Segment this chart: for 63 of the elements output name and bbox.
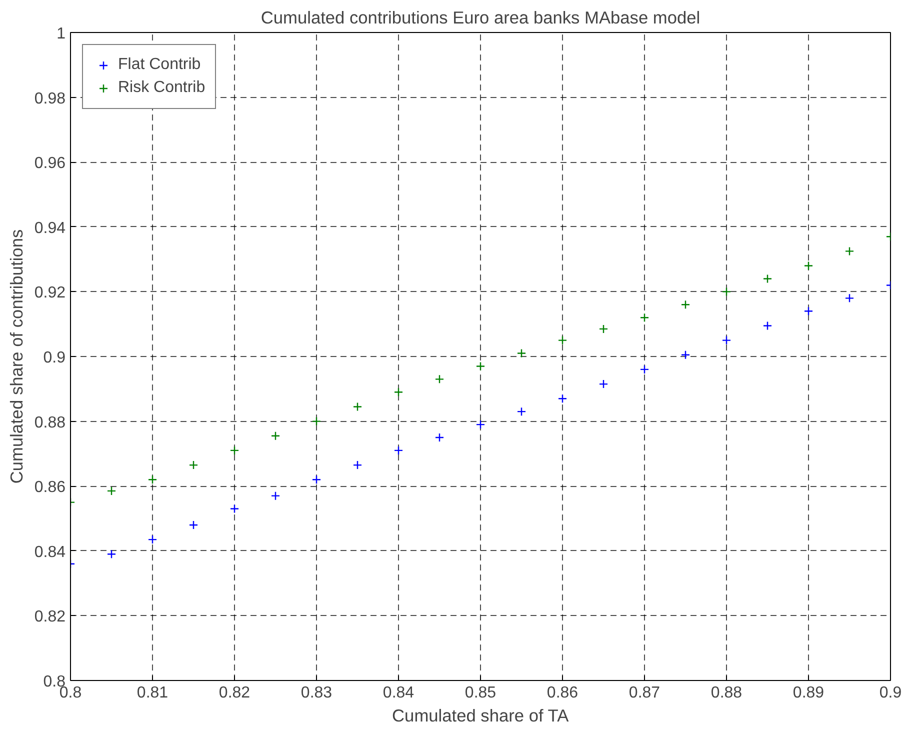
- x-tick-label: 0.81: [136, 684, 168, 702]
- x-tick-label: 0.86: [546, 684, 578, 702]
- point: [394, 388, 404, 397]
- point: [188, 520, 198, 530]
- point: [640, 364, 650, 374]
- y-tick-label: 1: [56, 26, 66, 42]
- point: [844, 294, 854, 303]
- point: [516, 406, 526, 416]
- y-tick-label: 0.86: [34, 479, 66, 496]
- x-tick-label: 0.82: [218, 684, 250, 702]
- x-tick-label: 0.9: [879, 684, 902, 702]
- legend-label: Risk Contrib: [118, 79, 206, 97]
- y-tick-label: 0.9: [43, 350, 66, 366]
- point: [598, 324, 608, 334]
- x-tick-label: 0.87: [628, 684, 660, 702]
- point: [516, 348, 526, 358]
- x-tick-label: 0.88: [710, 684, 742, 702]
- point: [188, 460, 198, 470]
- point: [804, 261, 814, 270]
- point: [434, 374, 444, 384]
- x-tick-label: 0.89: [792, 684, 824, 702]
- y-tick-label: 0.96: [34, 155, 66, 172]
- point: [230, 446, 240, 456]
- point: [394, 446, 404, 456]
- y-tick-label: 0.98: [34, 90, 66, 108]
- y-tick-label: 0.88: [34, 414, 66, 432]
- point: [598, 379, 608, 389]
- x-axis-title: Cumulated share of TA: [392, 706, 570, 726]
- x-tick-label: 0.85: [464, 684, 496, 702]
- point: [270, 491, 280, 500]
- x-tick-label: 0.84: [382, 684, 414, 702]
- point: [804, 306, 814, 316]
- point: [476, 362, 486, 371]
- point: [680, 350, 690, 360]
- point: [230, 504, 240, 514]
- point: [148, 534, 158, 544]
- point: [352, 460, 362, 470]
- point: [762, 274, 772, 284]
- point: [270, 431, 280, 440]
- y-axis-title: Cumulated share of contributions: [6, 229, 26, 484]
- point: [312, 475, 322, 484]
- y-tick-label: 0.82: [34, 608, 66, 626]
- y-tick-label: 0.92: [34, 284, 66, 302]
- point: [722, 336, 732, 345]
- point: [352, 402, 362, 412]
- point: [844, 246, 854, 256]
- point: [434, 432, 444, 442]
- x-tick-label: 0.83: [300, 684, 332, 702]
- y-tick-label: 0.84: [34, 544, 66, 561]
- point: [312, 416, 322, 426]
- point: [722, 287, 732, 296]
- point: [762, 321, 772, 330]
- point: [640, 313, 650, 322]
- point: [680, 300, 690, 310]
- point: [106, 550, 116, 559]
- legend-label: Flat Contrib: [118, 56, 201, 74]
- chart-title: Cumulated contributions Euro area banks MAbase model: [260, 8, 700, 28]
- point: [558, 394, 568, 404]
- point: [476, 420, 486, 430]
- y-tick-label: 0.94: [34, 220, 66, 237]
- point: [148, 475, 158, 484]
- point: [106, 486, 116, 496]
- point: [558, 336, 568, 345]
